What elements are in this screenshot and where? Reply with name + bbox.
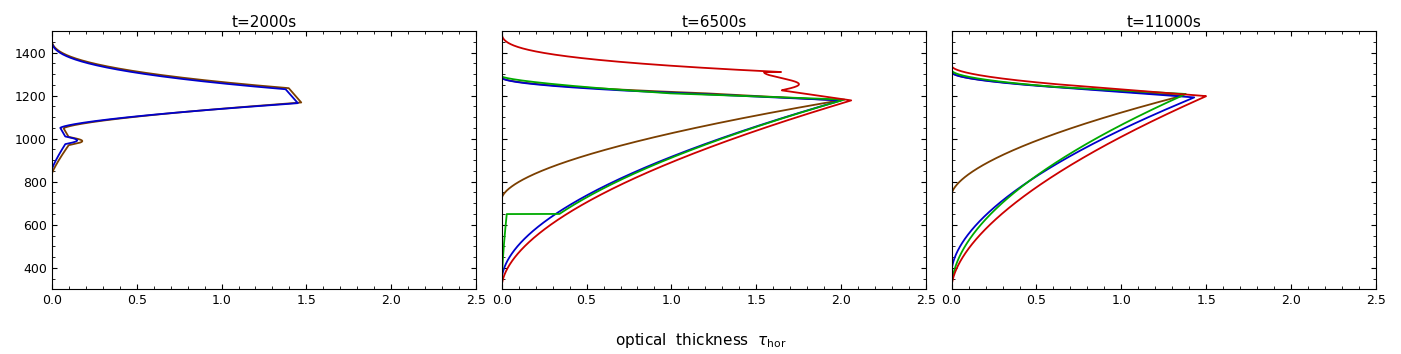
Title: t=2000s: t=2000s [231, 15, 297, 30]
Title: t=6500s: t=6500s [681, 15, 747, 30]
Title: t=11000s: t=11000s [1126, 15, 1201, 30]
Text: optical  thickness  $\tau_{\rm hor}$: optical thickness $\tau_{\rm hor}$ [615, 331, 786, 350]
